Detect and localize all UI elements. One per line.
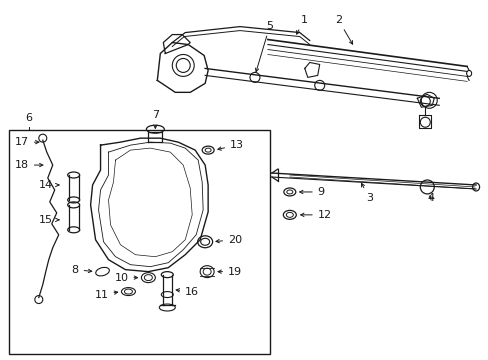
Text: 18: 18: [15, 160, 43, 170]
Text: 14: 14: [39, 180, 59, 190]
Text: 1: 1: [296, 15, 307, 34]
Text: 10: 10: [114, 273, 137, 283]
Text: 15: 15: [39, 215, 59, 225]
Text: 5: 5: [255, 21, 273, 72]
Text: 2: 2: [334, 15, 352, 44]
Text: 13: 13: [218, 140, 244, 150]
Text: 17: 17: [15, 137, 39, 147]
Text: 20: 20: [216, 235, 242, 245]
Text: 11: 11: [94, 289, 118, 300]
Text: 4: 4: [427, 193, 434, 203]
Text: 9: 9: [299, 187, 324, 197]
Bar: [9, 130, 269, 354]
Text: 16: 16: [176, 287, 199, 297]
Text: 3: 3: [361, 183, 372, 203]
Text: 19: 19: [218, 267, 242, 276]
Text: 8: 8: [71, 265, 92, 275]
Text: 6: 6: [25, 113, 32, 123]
Text: 7: 7: [151, 110, 159, 128]
Text: 12: 12: [300, 210, 331, 220]
